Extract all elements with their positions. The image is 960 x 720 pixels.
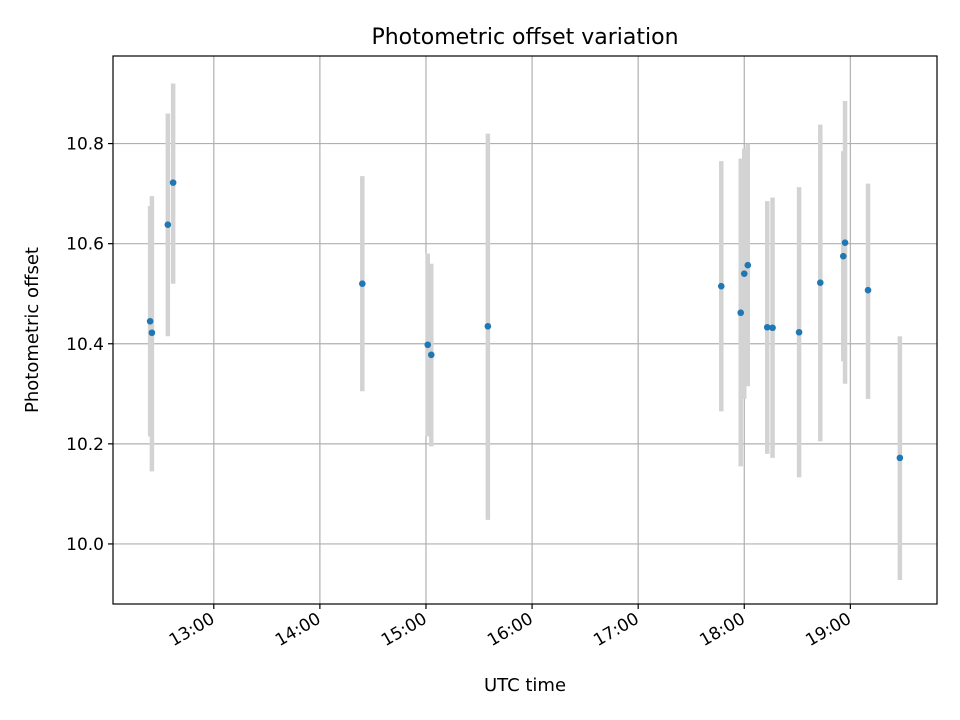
data-point [737,309,745,317]
y-tick-label: 10.6 [66,235,104,255]
chart-title: Photometric offset variation [371,25,678,50]
data-point [146,317,154,325]
data-points [146,179,904,462]
data-point [896,454,904,462]
x-axis-label: UTC time [484,675,566,696]
data-point [763,323,771,331]
plot-frame [112,55,938,605]
data-point [816,279,824,287]
data-point [164,221,172,228]
data-point [484,322,492,330]
data-point [148,329,156,337]
data-point [359,280,366,288]
data-point [717,282,725,290]
data-point [424,341,432,349]
data-point [841,239,849,246]
data-point [740,270,748,277]
data-point [769,324,776,332]
data-point [839,252,847,260]
y-tick-label: 10.8 [66,135,104,155]
data-point [864,286,872,294]
y-axis-label: Photometric offset [22,247,43,413]
y-tick-label: 10.4 [66,335,104,355]
data-point [744,261,752,269]
data-point [795,328,803,336]
y-axis: 10.0 10.2 10.4 10.6 10.8 [66,135,113,555]
data-point [427,351,435,359]
y-tick-label: 10.0 [66,535,104,555]
data-point [169,179,177,186]
y-tick-label: 10.2 [66,435,104,455]
